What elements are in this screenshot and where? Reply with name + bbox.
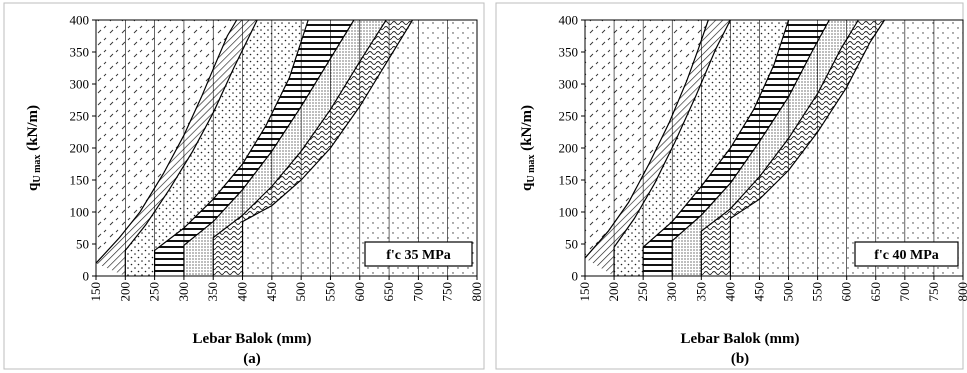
x-tick-label: 700	[410, 282, 425, 302]
x-tick-label: 800	[469, 282, 484, 302]
x-tick-label: 450	[264, 282, 279, 302]
y-tick-label: 150	[559, 173, 579, 188]
zone-horizontal-lines	[643, 20, 830, 276]
boundary-curve-5	[212, 19, 387, 276]
x-tick-label: 350	[205, 282, 220, 302]
y-axis-label-unit: (kN/m)	[519, 105, 535, 155]
y-tick-label: 350	[559, 45, 579, 60]
boundary-curve-4	[183, 19, 355, 276]
x-tick-label: 250	[147, 282, 162, 302]
y-tick-label: 200	[70, 141, 90, 156]
x-tick-label: 600	[839, 282, 854, 302]
x-tick-label: 150	[577, 282, 592, 302]
x-tick-label: 450	[751, 282, 766, 302]
y-tick-label: 300	[70, 77, 90, 92]
x-tick-label: 750	[440, 282, 455, 302]
zone-waves	[213, 20, 413, 276]
y-tick-label: 100	[559, 205, 579, 220]
note-label: f'c 35 MPa	[386, 248, 451, 263]
y-tick-label: 150	[70, 173, 90, 188]
y-tick-label: 0	[83, 269, 90, 284]
chart-panel-a: 150 200 250 300 350 400 450 500 550 600 650 700 750 8…	[3, 2, 485, 370]
chart-panel-b: 150 200 250 300 350 400 450 500 550 600 650 700 750 8…	[495, 2, 967, 370]
boundary-curve-5	[700, 19, 859, 276]
y-tick-label: 50	[565, 237, 578, 252]
x-tick-label: 400	[722, 282, 737, 302]
y-tick-label: 250	[559, 109, 579, 124]
x-tick-label: 300	[664, 282, 679, 302]
panel-caption: (b)	[731, 351, 749, 367]
zone-dense-dots	[183, 20, 387, 276]
x-tick-label: 250	[635, 282, 650, 302]
y-tick-label: 250	[70, 109, 90, 124]
x-tick-label: 750	[926, 282, 941, 302]
y-axis-label-sub: U max	[526, 155, 537, 183]
note-label: f'c 40 MPa	[874, 248, 939, 263]
boundary-curve-2	[124, 19, 258, 276]
boundary-curve-1	[584, 19, 709, 259]
x-tick-label: 500	[781, 282, 796, 302]
zone-horizontal-lines	[154, 20, 354, 276]
boundary-curve-6	[729, 19, 885, 276]
boundary-curve-6	[241, 19, 414, 276]
note-box: f'c 40 MPa	[854, 241, 959, 267]
y-tick-label: 0	[572, 269, 579, 284]
boundary-curve-3	[154, 19, 309, 276]
x-tick-label: 300	[176, 282, 191, 302]
boundary-curve-4	[671, 19, 830, 276]
zone-dense-dots	[672, 20, 859, 276]
x-tick-label: 350	[693, 282, 708, 302]
y-tick-label: 50	[76, 237, 89, 252]
x-tick-label: 700	[897, 282, 912, 302]
panel-caption: (a)	[243, 351, 261, 367]
y-tick-label: 300	[559, 77, 579, 92]
zone-waves	[701, 20, 885, 276]
zone-diagonal-hatch	[585, 20, 731, 276]
boundary-curve-3	[642, 19, 790, 276]
y-tick-label: 200	[559, 141, 579, 156]
zone-diagonal-hatch	[96, 20, 258, 276]
y-axis-label-unit: (kN/m)	[25, 105, 41, 155]
y-axis-label: qU max (kN/m)	[25, 105, 43, 191]
boundary-curve-2	[613, 19, 731, 276]
y-tick-label: 400	[559, 13, 579, 28]
y-tick-label: 400	[70, 13, 90, 28]
note-box: f'c 35 MPa	[364, 241, 473, 267]
y-axis-label: qU max (kN/m)	[519, 105, 537, 191]
zone-diagonal-dash	[96, 20, 237, 276]
x-tick-label: 200	[117, 282, 132, 302]
x-tick-label: 650	[381, 282, 396, 302]
y-axis-label-main: q	[519, 182, 535, 191]
x-tick-label: 650	[868, 282, 883, 302]
y-tick-label: 350	[70, 45, 90, 60]
x-tick-label: 550	[322, 282, 337, 302]
y-axis-label-sub: U max	[32, 155, 43, 183]
y-axis-label-main: q	[25, 182, 41, 191]
x-tick-label: 550	[810, 282, 825, 302]
x-tick-label: 150	[88, 282, 103, 302]
x-tick-label: 600	[352, 282, 367, 302]
x-tick-label: 400	[235, 282, 250, 302]
zone-diagonal-dash	[585, 20, 709, 276]
x-axis-label: Lebar Balok (mm)	[193, 331, 312, 347]
zone-sparse-dots	[125, 20, 309, 276]
x-axis-label: Lebar Balok (mm)	[681, 331, 800, 347]
x-tick-label: 800	[955, 282, 967, 302]
x-tick-label: 500	[293, 282, 308, 302]
x-tick-label: 200	[606, 282, 621, 302]
y-tick-label: 100	[70, 205, 90, 220]
